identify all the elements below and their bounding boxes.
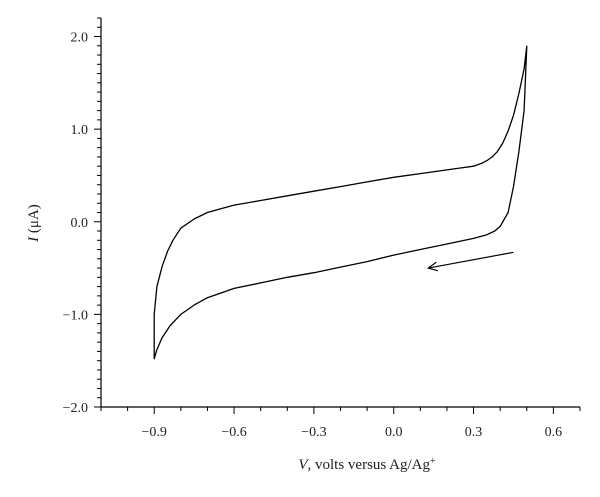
x-axis-title-rest: , volts versus Ag/Ag xyxy=(308,457,431,473)
x-tick-label: 0.0 xyxy=(385,425,403,440)
y-axis-title-unit: (μA) xyxy=(26,204,42,237)
y-axis-ticks xyxy=(94,17,101,408)
y-tick-label: −1.0 xyxy=(63,308,88,323)
x-tick-label: −0.6 xyxy=(221,425,246,440)
x-tick-label: −0.3 xyxy=(301,425,326,440)
scan-direction-arrow xyxy=(428,251,514,269)
x-tick-label: −0.9 xyxy=(142,425,167,440)
x-axis-title-superscript: + xyxy=(430,456,436,467)
arrowhead-icon xyxy=(426,261,439,272)
y-tick-label: −2.0 xyxy=(63,401,88,416)
y-tick-labels: −2.0 −1.0 0.0 1.0 2.0 xyxy=(63,31,88,416)
y-axis-title: I (μA) xyxy=(26,204,42,243)
annotations xyxy=(426,251,514,272)
y-tick-label: 1.0 xyxy=(71,123,89,138)
x-axis-title-italic: V xyxy=(298,457,309,473)
x-tick-labels: −0.9 −0.6 −0.3 0.0 0.3 0.6 xyxy=(142,425,563,440)
y-axis-title-italic: I xyxy=(26,236,42,243)
x-tick-label: 0.6 xyxy=(545,425,563,440)
y-tick-label: 2.0 xyxy=(71,31,89,46)
x-axis-ticks xyxy=(100,407,581,414)
x-tick-label: 0.3 xyxy=(465,425,483,440)
y-tick-label: 0.0 xyxy=(71,216,89,231)
cv-curve-series xyxy=(153,45,528,360)
x-axis-title: V, volts versus Ag/Ag+ xyxy=(298,456,436,474)
